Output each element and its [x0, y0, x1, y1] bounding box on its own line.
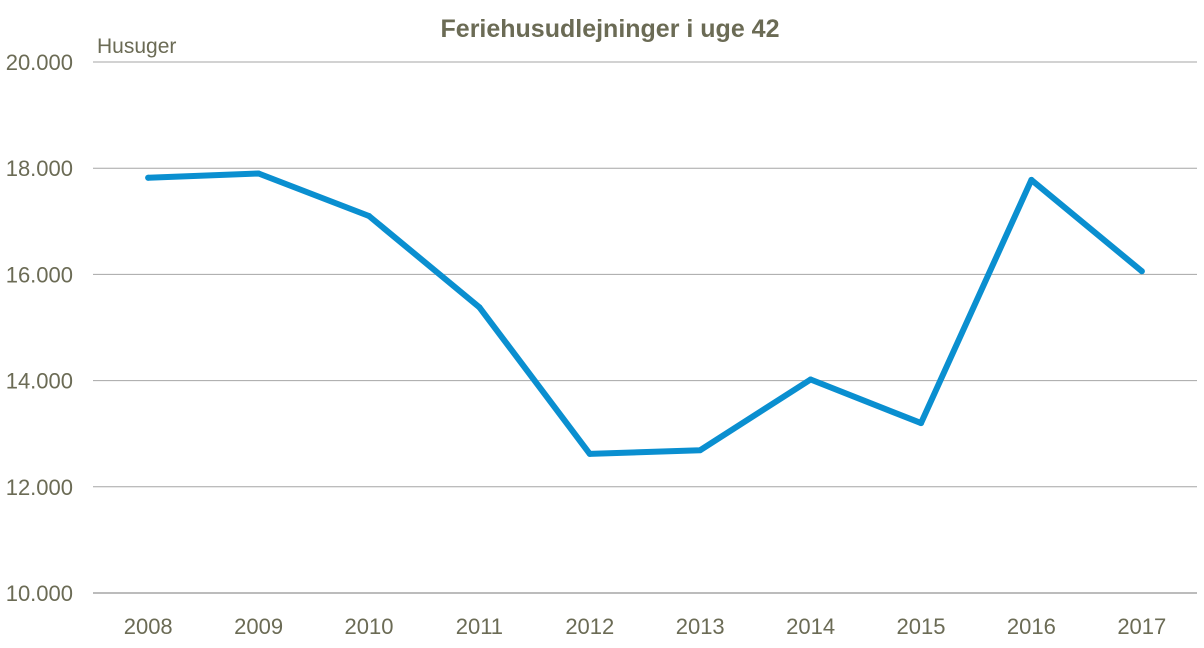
x-tick-label: 2014: [786, 614, 835, 639]
y-tick-label: 20.000: [6, 50, 73, 75]
y-axis-ticks: 10.000 12.000 14.000 16.000 18.000 20.000: [6, 50, 73, 606]
data-point: [476, 304, 483, 311]
x-tick-label: 2013: [676, 614, 725, 639]
data-point: [255, 170, 262, 177]
data-point: [1138, 268, 1145, 275]
series-layer: [145, 170, 1145, 457]
x-tick-label: 2009: [234, 614, 283, 639]
x-tick-label: 2011: [456, 614, 503, 639]
data-point: [918, 420, 924, 427]
chart-title: Feriehusudlejninger i uge 42: [441, 15, 780, 43]
data-point: [586, 450, 593, 457]
x-tick-label: 2017: [1117, 614, 1166, 639]
gridlines: [93, 61, 1197, 594]
data-point: [366, 212, 372, 219]
data-point: [1028, 176, 1035, 183]
y-axis-label: Husuger: [97, 35, 176, 58]
x-axis-ticks: 2008 2009 2010 2011 2012 2013 2014 2015 2016 2017: [124, 614, 1167, 639]
x-tick-label: 2012: [565, 614, 614, 639]
y-tick-label: 14.000: [6, 369, 73, 394]
data-point: [697, 447, 704, 454]
y-tick-label: 18.000: [6, 156, 73, 181]
y-tick-label: 12.000: [6, 475, 73, 500]
series-line: [145, 170, 1145, 457]
data-point: [145, 174, 152, 181]
x-tick-label: 2010: [345, 614, 394, 639]
data-point: [807, 376, 814, 383]
y-tick-label: 10.000: [6, 581, 73, 606]
x-tick-label: 2016: [1007, 614, 1056, 639]
y-tick-label: 16.000: [6, 262, 73, 287]
x-tick-label: 2008: [124, 614, 173, 639]
x-tick-label: 2015: [897, 614, 946, 639]
